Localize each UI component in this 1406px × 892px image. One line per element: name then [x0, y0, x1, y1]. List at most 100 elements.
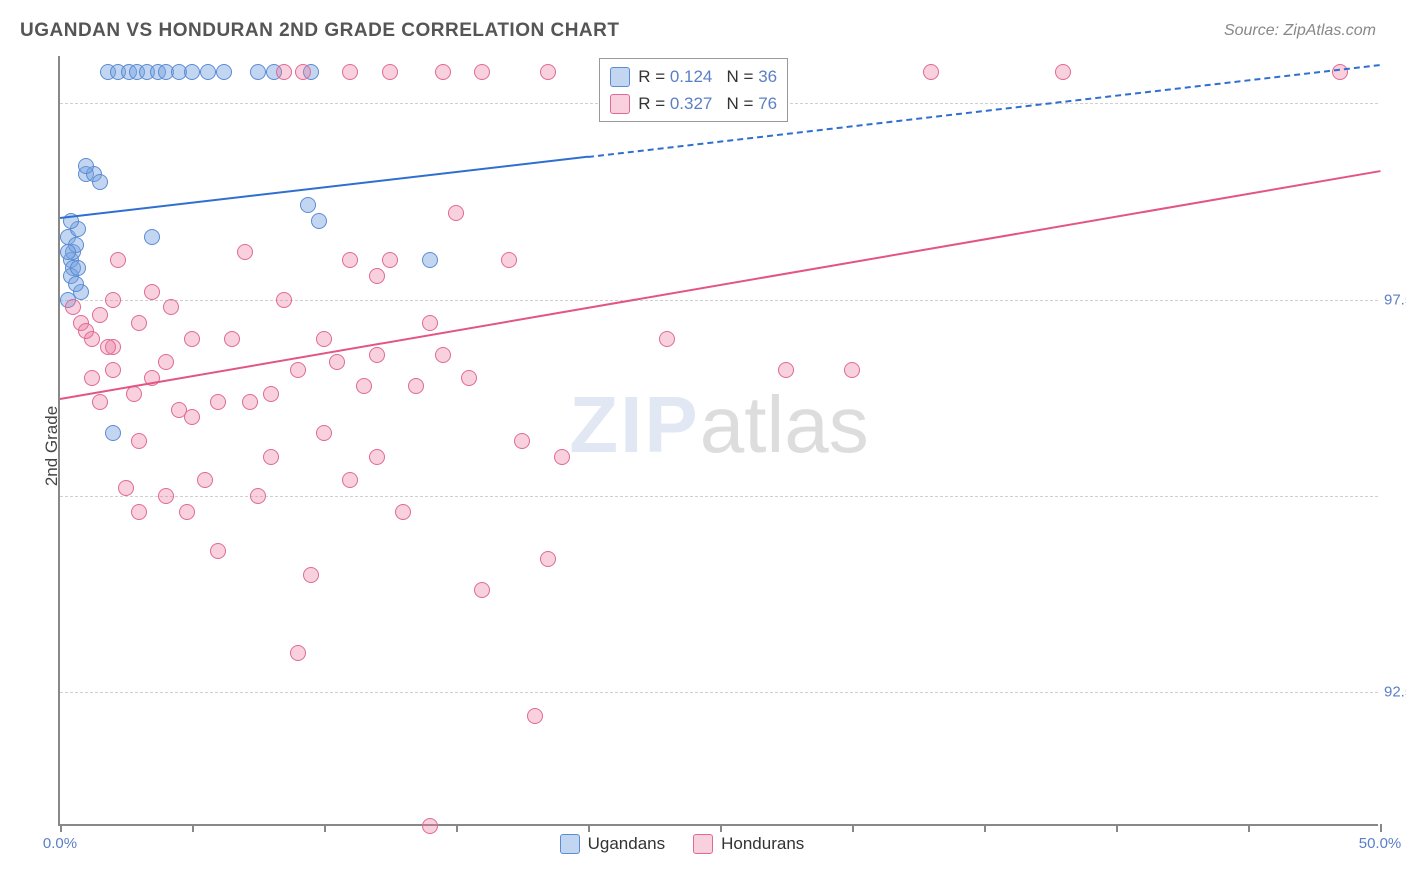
- legend-label: Ugandans: [588, 834, 666, 854]
- scatter-marker: [210, 394, 226, 410]
- scatter-marker: [250, 488, 266, 504]
- stats-row: R = 0.124 N = 36: [610, 63, 777, 90]
- scatter-marker: [179, 504, 195, 520]
- scatter-marker: [290, 645, 306, 661]
- scatter-marker: [300, 197, 316, 213]
- x-tick: [588, 824, 590, 832]
- scatter-marker: [395, 504, 411, 520]
- y-tick-label: 97.5%: [1384, 291, 1406, 308]
- scatter-marker: [311, 213, 327, 229]
- x-tick: [852, 824, 854, 832]
- gridline-h: [60, 300, 1378, 301]
- chart-container: UGANDAN VS HONDURAN 2ND GRADE CORRELATIO…: [0, 0, 1406, 892]
- scatter-marker: [158, 354, 174, 370]
- scatter-marker: [131, 315, 147, 331]
- scatter-marker: [144, 229, 160, 245]
- scatter-marker: [422, 252, 438, 268]
- x-tick: [1380, 824, 1382, 832]
- x-tick: [60, 824, 62, 832]
- x-tick: [192, 824, 194, 832]
- watermark: ZIPatlas: [569, 379, 868, 471]
- scatter-marker: [263, 386, 279, 402]
- scatter-marker: [263, 449, 279, 465]
- watermark-zip: ZIP: [569, 380, 699, 469]
- legend-label: Hondurans: [721, 834, 804, 854]
- scatter-marker: [342, 252, 358, 268]
- scatter-marker: [329, 354, 345, 370]
- scatter-marker: [540, 64, 556, 80]
- scatter-marker: [422, 818, 438, 834]
- legend-swatch: [560, 834, 580, 854]
- scatter-marker: [84, 370, 100, 386]
- scatter-marker: [110, 252, 126, 268]
- legend-item: Hondurans: [693, 834, 804, 854]
- scatter-marker: [118, 480, 134, 496]
- series-swatch: [610, 67, 630, 87]
- x-tick: [456, 824, 458, 832]
- x-tick: [1248, 824, 1250, 832]
- scatter-marker: [778, 362, 794, 378]
- plot-area: ZIPatlas 92.5%97.5%0.0%50.0%: [58, 56, 1378, 826]
- scatter-marker: [184, 409, 200, 425]
- scatter-marker: [369, 449, 385, 465]
- scatter-marker: [224, 331, 240, 347]
- scatter-marker: [126, 386, 142, 402]
- scatter-marker: [342, 472, 358, 488]
- scatter-marker: [435, 64, 451, 80]
- scatter-marker: [100, 339, 116, 355]
- scatter-marker: [923, 64, 939, 80]
- stats-text: R = 0.327 N = 76: [638, 90, 777, 117]
- scatter-marker: [70, 260, 86, 276]
- scatter-marker: [382, 64, 398, 80]
- scatter-marker: [105, 362, 121, 378]
- scatter-marker: [78, 323, 94, 339]
- scatter-marker: [131, 433, 147, 449]
- chart-title: UGANDAN VS HONDURAN 2ND GRADE CORRELATIO…: [20, 20, 619, 42]
- scatter-marker: [276, 64, 292, 80]
- scatter-marker: [474, 582, 490, 598]
- scatter-marker: [1055, 64, 1071, 80]
- scatter-marker: [200, 64, 216, 80]
- trend-line: [60, 156, 588, 219]
- scatter-marker: [276, 292, 292, 308]
- scatter-marker: [250, 64, 266, 80]
- legend-swatch: [693, 834, 713, 854]
- scatter-marker: [356, 378, 372, 394]
- x-tick: [324, 824, 326, 832]
- x-tick-label: 50.0%: [1359, 835, 1402, 852]
- scatter-marker: [316, 425, 332, 441]
- scatter-marker: [540, 551, 556, 567]
- series-legend: Ugandans Hondurans: [560, 834, 805, 854]
- scatter-marker: [237, 244, 253, 260]
- scatter-marker: [105, 292, 121, 308]
- scatter-marker: [382, 252, 398, 268]
- stats-text: R = 0.124 N = 36: [638, 63, 777, 90]
- x-tick: [984, 824, 986, 832]
- scatter-marker: [184, 64, 200, 80]
- scatter-marker: [105, 425, 121, 441]
- scatter-marker: [659, 331, 675, 347]
- scatter-marker: [242, 394, 258, 410]
- scatter-marker: [342, 64, 358, 80]
- scatter-marker: [514, 433, 530, 449]
- y-tick-label: 92.5%: [1384, 684, 1406, 701]
- source-attribution: Source: ZipAtlas.com: [1224, 22, 1376, 40]
- scatter-marker: [461, 370, 477, 386]
- stats-row: R = 0.327 N = 76: [610, 90, 777, 117]
- x-tick-label: 0.0%: [43, 835, 77, 852]
- legend-item: Ugandans: [560, 834, 666, 854]
- trend-line: [60, 170, 1380, 400]
- scatter-marker: [448, 205, 464, 221]
- scatter-marker: [408, 378, 424, 394]
- scatter-marker: [158, 488, 174, 504]
- scatter-marker: [844, 362, 860, 378]
- scatter-marker: [144, 284, 160, 300]
- scatter-marker: [92, 174, 108, 190]
- scatter-marker: [65, 299, 81, 315]
- scatter-marker: [501, 252, 517, 268]
- scatter-marker: [290, 362, 306, 378]
- scatter-marker: [131, 504, 147, 520]
- scatter-marker: [197, 472, 213, 488]
- x-tick: [1116, 824, 1118, 832]
- scatter-marker: [163, 299, 179, 315]
